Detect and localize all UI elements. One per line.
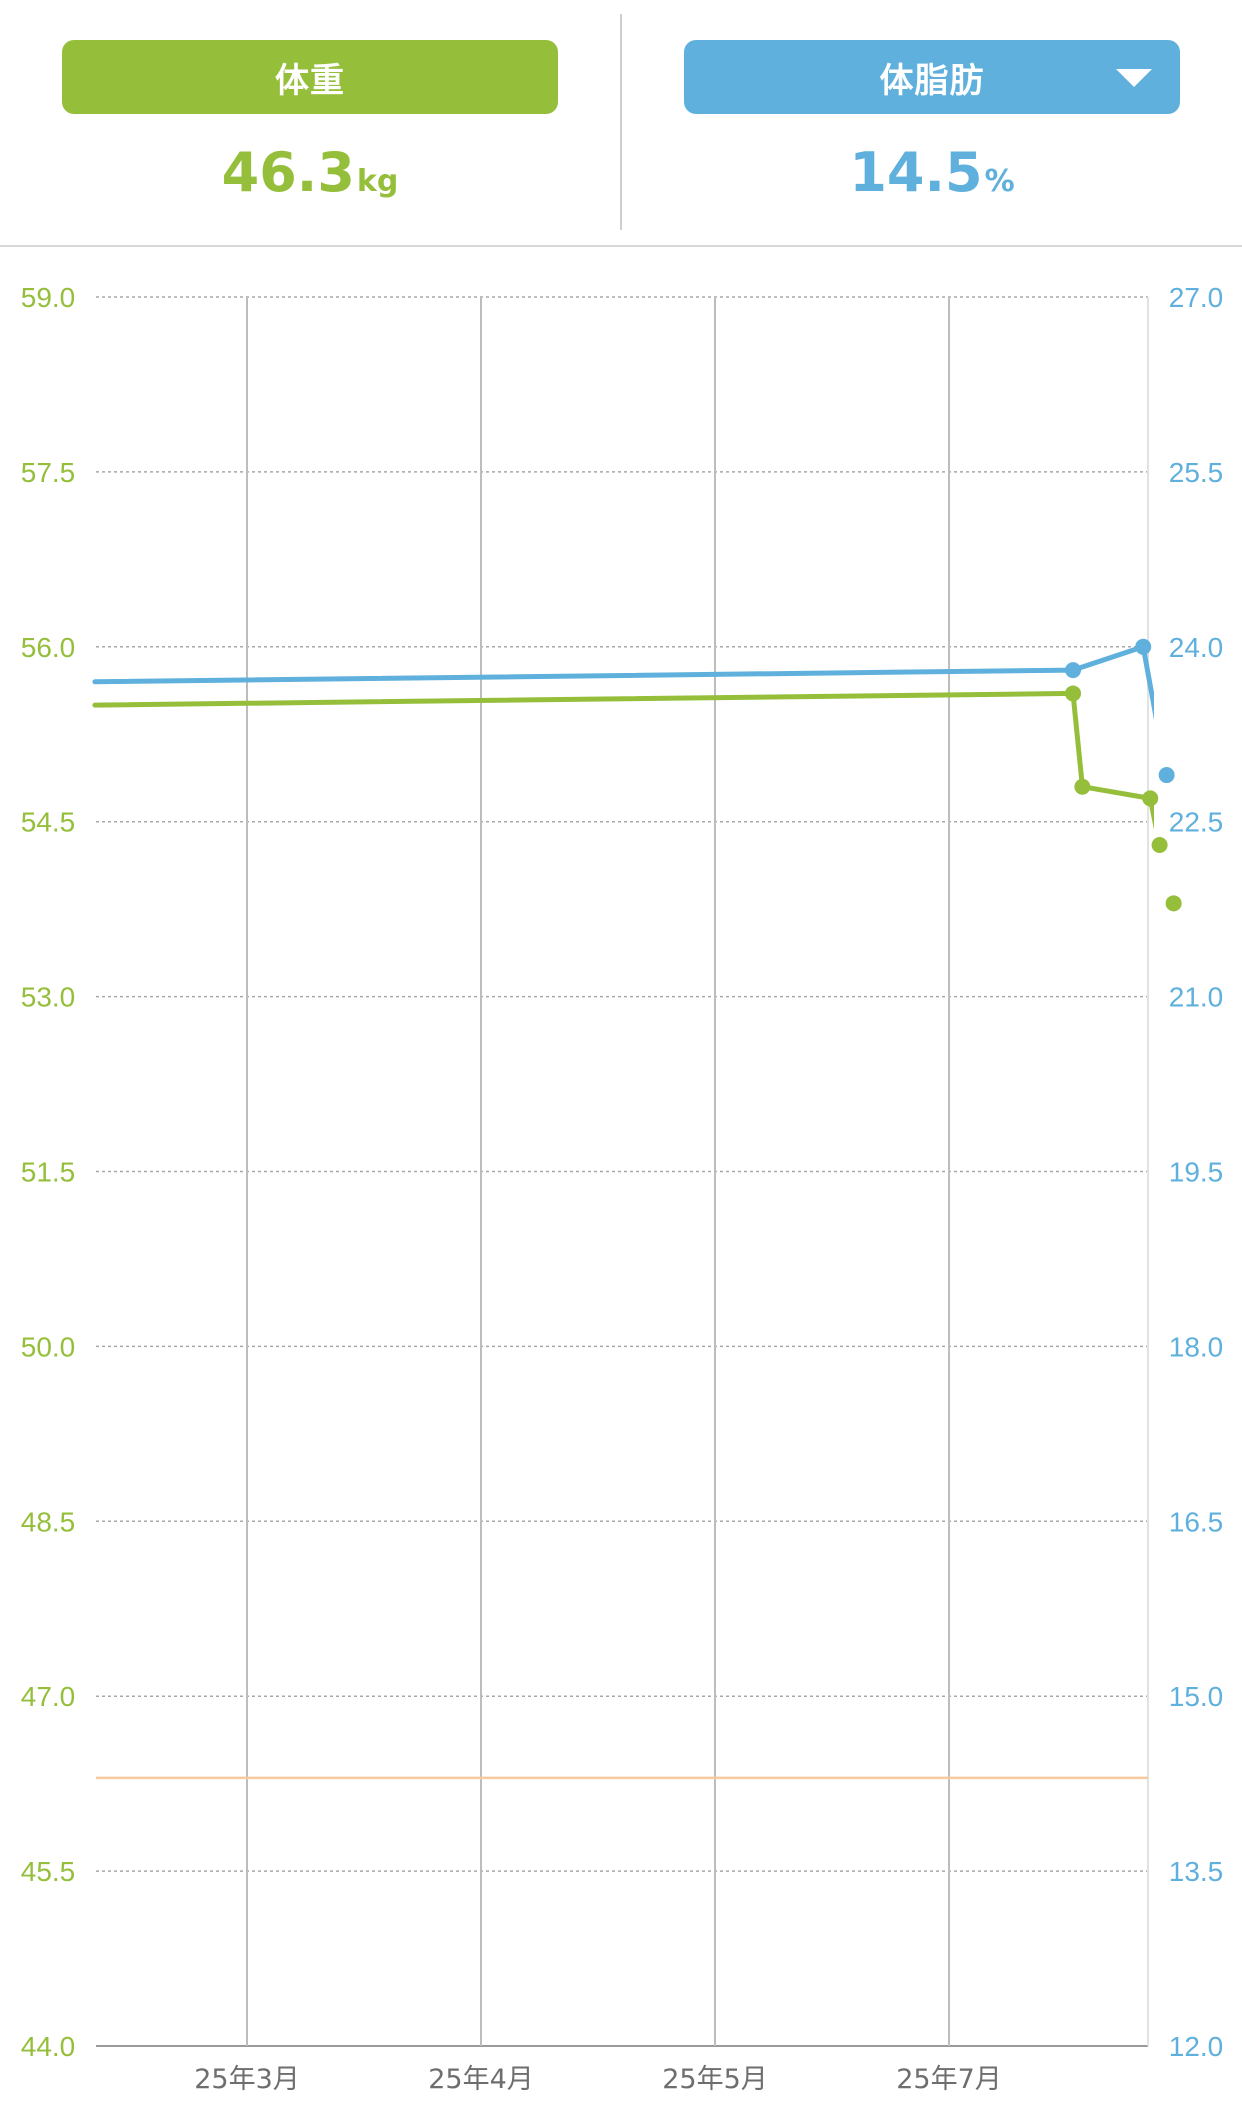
y-left-tick-label: 57.5 (21, 457, 76, 488)
y-left-tick-label: 56.0 (21, 632, 76, 663)
y-left-tick-label: 59.0 (21, 282, 76, 313)
weight-tab-label: 体重 (275, 60, 345, 101)
x-tick-label: 25年5月 (662, 2064, 768, 2095)
body-fat-dropdown-button[interactable]: 体脂肪 (684, 40, 1180, 114)
y-right-tick-label: 15.0 (1169, 1681, 1224, 1712)
y-left-tick-label: 48.5 (21, 1506, 76, 1537)
y-left-tick-label: 50.0 (21, 1331, 76, 1362)
weight-data-point (1151, 837, 1168, 854)
x-tick-label: 25年3月 (194, 2064, 300, 2095)
y-left-tick-label: 51.5 (21, 1157, 76, 1188)
x-tick-label: 25年7月 (896, 2064, 1002, 2095)
y-right-tick-label: 22.5 (1169, 807, 1224, 838)
y-left-tick-label: 44.0 (21, 2031, 76, 2062)
y-right-tick-label: 21.0 (1169, 982, 1224, 1013)
x-tick-label: 25年4月 (428, 2064, 534, 2095)
weight-series-line (92, 690, 1154, 830)
metric-header: 体重 46.3kg 体脂肪 14.5% (0, 0, 1242, 247)
body-fat-data-point (1158, 767, 1175, 784)
body-fat-tab-label: 体脂肪 (879, 60, 985, 101)
weight-bodyfat-chart[interactable]: 59.0 57.5 56.0 54.5 53.0 51.5 50.0 48.5 47.0 45.5… (0, 247, 1242, 2115)
chart-svg: 59.0 57.5 56.0 54.5 53.0 51.5 50.0 48.5 47.0 45.5… (21, 282, 1224, 2095)
weight-value: 46.3kg (62, 138, 558, 208)
y-right-tick-label: 27.0 (1169, 282, 1224, 313)
chevron-down-icon (1116, 69, 1152, 87)
y-right-tick-label: 12.0 (1169, 2031, 1224, 2062)
y-left-tick-label: 53.0 (21, 982, 76, 1013)
body-fat-series-line (92, 644, 1154, 720)
weight-data-point (1142, 790, 1159, 807)
body-fat-data-point (1135, 638, 1152, 655)
y-left-tick-label: 47.0 (21, 1681, 76, 1712)
y-left-tick-label: 54.5 (21, 807, 76, 838)
weight-data-point (1074, 778, 1091, 795)
y-right-tick-label: 13.5 (1169, 1856, 1224, 1887)
weight-value-number: 46.3 (221, 141, 355, 204)
body-fat-data-point (1065, 662, 1082, 679)
body-fat-value: 14.5% (684, 138, 1180, 208)
weight-data-point (1065, 685, 1082, 702)
header-divider (620, 14, 622, 230)
y-right-tick-label: 16.5 (1169, 1506, 1224, 1537)
y-left-tick-label: 45.5 (21, 1856, 76, 1887)
body-fat-value-number: 14.5 (849, 141, 983, 204)
weight-data-point (1165, 895, 1182, 912)
weight-unit: kg (356, 164, 399, 199)
y-right-tick-label: 19.5 (1169, 1157, 1224, 1188)
weight-tab-button[interactable]: 体重 (62, 40, 558, 114)
body-fat-unit: % (984, 164, 1015, 199)
y-right-tick-label: 24.0 (1169, 632, 1224, 663)
y-right-tick-label: 18.0 (1169, 1331, 1224, 1362)
y-right-tick-label: 25.5 (1169, 457, 1224, 488)
